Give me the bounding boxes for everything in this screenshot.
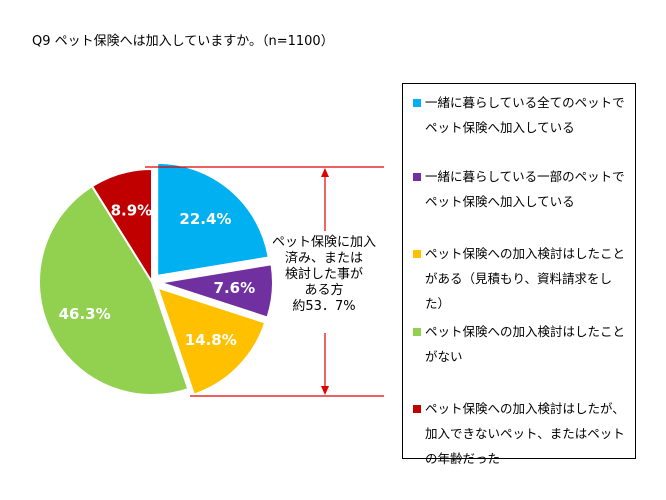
legend-label-3: ペット保険への加入検討はしたこと がない (425, 319, 629, 369)
legend-label-line: ペット保険へ加入している (425, 120, 575, 135)
pie-slices (38, 161, 274, 396)
legend-label-line: ペット保険への加入検討はしたが、 (425, 401, 625, 416)
legend-label-1: 一緒に暮らしている一部のペットで ペット保険へ加入している (425, 164, 629, 214)
legend-label-4: ペット保険への加入検討はしたが、 加入できないペット、またはペット の年齢だった (425, 396, 629, 471)
legend-label-line: がない (425, 349, 463, 364)
legend-item-0: 一緒に暮らしている全てのペットで ペット保険へ加入している (413, 90, 629, 140)
legend-item-3: ペット保険への加入検討はしたこと がない (413, 319, 629, 369)
legend-swatch-4 (413, 405, 421, 413)
pie-slice-0 (156, 161, 270, 278)
legend-item-2: ペット保険への加入検討はしたこと がある（見積もり、資料請求をし た） (413, 241, 629, 316)
legend-item-1: 一緒に暮らしている一部のペットで ペット保険へ加入している (413, 164, 629, 214)
callout-line-0: ペット保険に加入 (271, 235, 376, 250)
legend-label-line: ペット保険への加入検討はしたこと (425, 324, 626, 339)
callout-text: ペット保険に加入 済み、または 検討した事が ある方 約53．7% (262, 235, 386, 315)
legend-label-line: ペット保険へ加入している (425, 194, 575, 209)
legend: 一緒に暮らしている全てのペットで ペット保険へ加入している 一緒に暮らしている一部の… (402, 83, 636, 466)
callout-line-2: 検討した事が (284, 267, 363, 282)
legend-label-line: 加入できないペット、またはペット (425, 426, 625, 441)
pie-slice-label-4: 8.9% (111, 201, 153, 219)
legend-swatch-0 (413, 99, 421, 107)
legend-label-line: 一緒に暮らしている全てのペットで (425, 95, 625, 110)
pie-slice-label-2: 14.8% (185, 331, 237, 349)
callout-line-1: 済み、または (284, 251, 363, 266)
legend-item-4: ペット保険への加入検討はしたが、 加入できないペット、またはペット の年齢だった (413, 396, 629, 471)
legend-swatch-1 (413, 173, 421, 181)
legend-label-line: がある（見積もり、資料請求をし (425, 271, 613, 286)
legend-label-line: 一緒に暮らしている一部のペットで (425, 169, 625, 184)
pie-slice-3 (38, 184, 190, 396)
pie-slice-label-3: 46.3% (59, 305, 111, 323)
callout-bracket (145, 166, 384, 397)
legend-label-line: た） (425, 296, 451, 311)
legend-label-2: ペット保険への加入検討はしたこと がある（見積もり、資料請求をし た） (425, 241, 629, 316)
legend-label-line: ペット保険への加入検討はしたこと (425, 246, 626, 261)
chart-title: Q9 ペット保険へは加入していますか。（n=1100） (32, 34, 334, 49)
pie-slice-labels: 22.4% 7.6% 14.8% 46.3% 8.9% (59, 201, 256, 349)
legend-swatch-2 (413, 250, 421, 258)
pie-slice-2 (156, 286, 267, 396)
legend-swatch-3 (413, 328, 421, 336)
callout-line-4: 約53．7% (292, 299, 356, 314)
legend-label-0: 一緒に暮らしている全てのペットで ペット保険へ加入している (425, 90, 629, 140)
pie-slice-4 (90, 167, 153, 286)
bracket-arrowhead-up (321, 168, 329, 177)
pie-slice-label-0: 22.4% (179, 210, 231, 228)
callout-line-3: ある方 (304, 283, 344, 298)
legend-label-line: の年齢だった (425, 451, 501, 466)
bracket-arrowhead-down (321, 386, 329, 395)
pie-slice-1 (159, 263, 274, 319)
pie-slice-label-1: 7.6% (214, 279, 256, 297)
